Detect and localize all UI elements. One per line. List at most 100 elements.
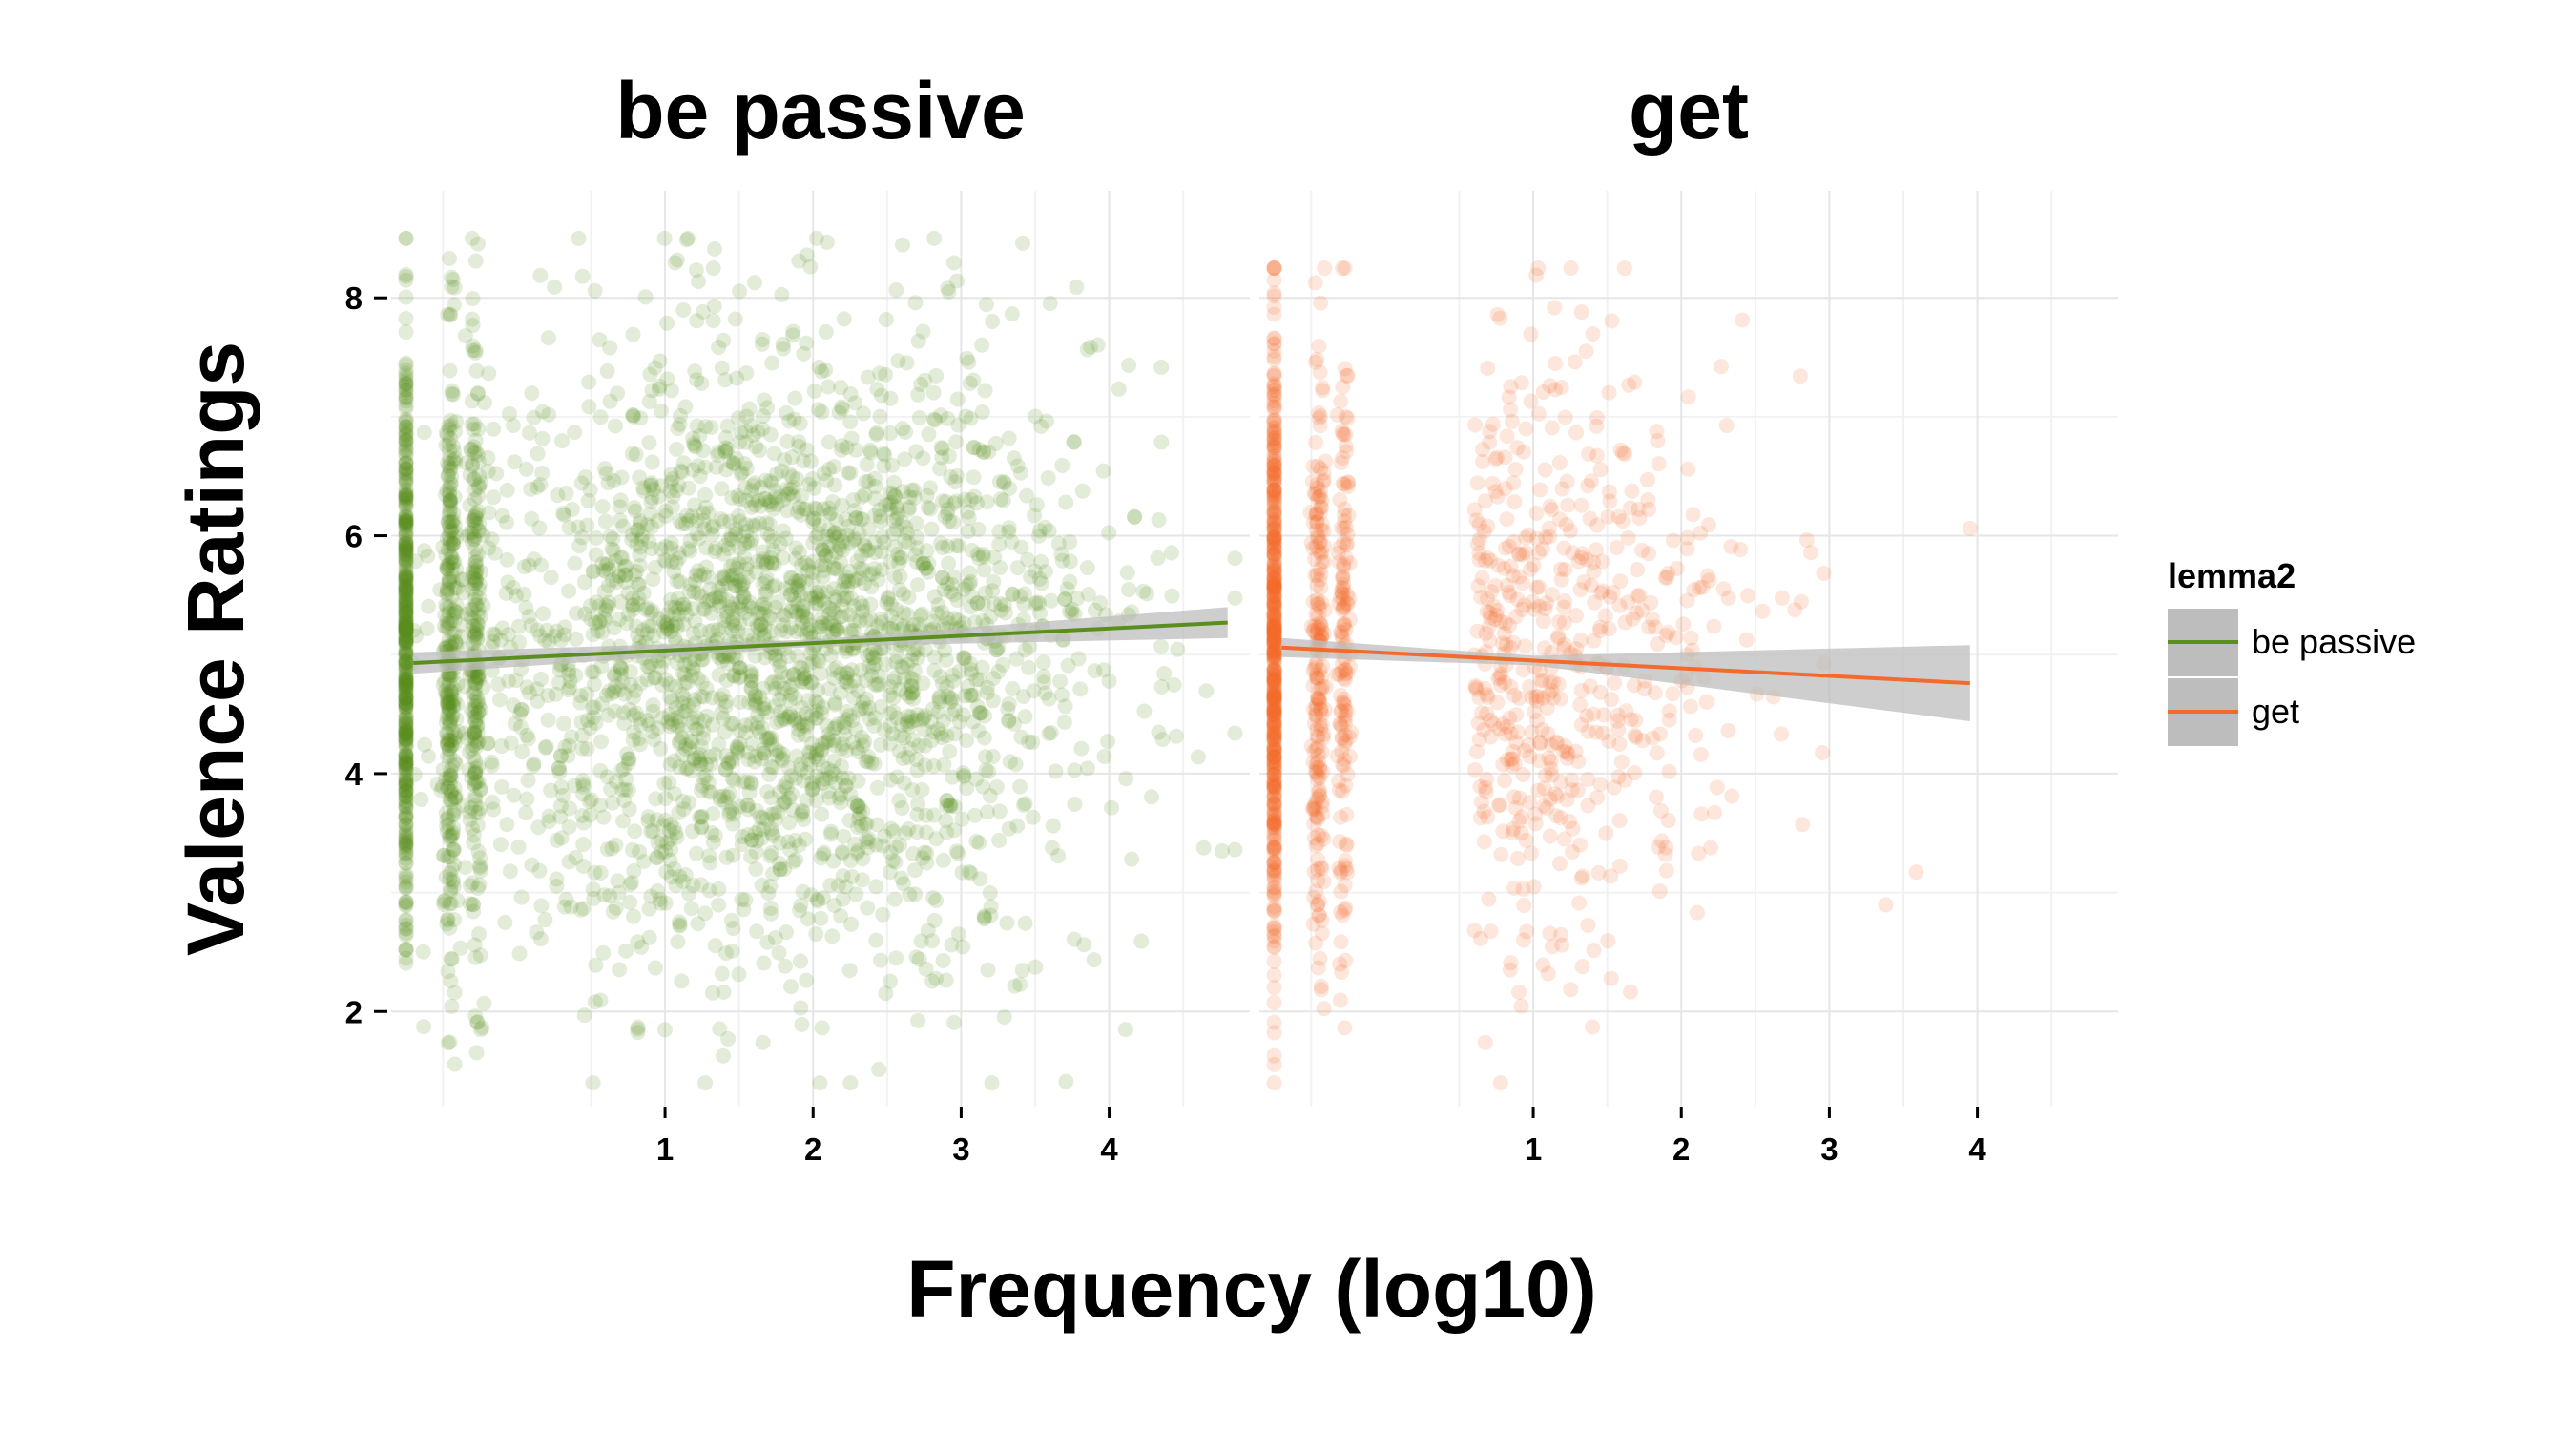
scatter-point: [724, 570, 740, 587]
scatter-point: [902, 689, 918, 705]
scatter-point: [962, 565, 978, 581]
scatter-point: [1168, 728, 1184, 744]
scatter-point: [826, 897, 842, 913]
scatter-point: [804, 513, 821, 529]
scatter-point: [644, 383, 660, 399]
scatter-point: [886, 488, 903, 505]
scatter-point: [843, 916, 860, 932]
scatter-point: [398, 519, 414, 535]
scatter-point: [466, 725, 482, 741]
scatter-point: [1740, 588, 1756, 604]
scatter-point: [725, 816, 741, 832]
scatter-point: [827, 695, 843, 711]
scatter-point: [867, 478, 883, 494]
scatter-point: [762, 426, 779, 443]
scatter-point: [437, 892, 453, 908]
scatter-point: [653, 895, 669, 911]
scatter-point: [398, 512, 414, 529]
scatter-point: [858, 673, 874, 689]
scatter-point: [813, 850, 829, 866]
scatter-point: [682, 654, 698, 671]
scatter-point: [814, 771, 830, 787]
scatter-point: [1571, 895, 1588, 911]
scatter-point: [1332, 590, 1348, 606]
scatter-point: [579, 740, 595, 757]
scatter-point: [928, 831, 945, 847]
scatter-point: [920, 923, 936, 939]
scatter-point: [469, 880, 486, 896]
scatter-point: [398, 545, 414, 561]
scatter-point: [665, 618, 681, 634]
scatter-point: [470, 421, 487, 437]
scatter-point: [465, 458, 481, 474]
scatter-point: [551, 760, 567, 777]
scatter-point: [516, 559, 532, 575]
scatter-point: [916, 721, 932, 737]
scatter-point: [540, 688, 556, 704]
scatter-point: [1556, 599, 1572, 615]
scatter-point: [909, 707, 925, 723]
scatter-point: [764, 555, 780, 571]
scatter-point: [769, 715, 785, 731]
scatter-point: [398, 492, 414, 508]
scatter-point: [663, 383, 679, 399]
scatter-point: [398, 737, 414, 754]
scatter-point: [624, 531, 640, 548]
scatter-point: [398, 583, 414, 599]
scatter-point: [714, 360, 730, 376]
scatter-point: [597, 513, 613, 529]
scatter-point: [913, 933, 929, 949]
scatter-point: [398, 574, 414, 591]
scatter-point: [1586, 706, 1602, 722]
scatter-point: [940, 410, 956, 426]
scatter-point: [691, 273, 707, 289]
scatter-point: [1001, 820, 1017, 837]
scatter-point: [701, 591, 717, 608]
scatter-point: [464, 581, 480, 597]
scatter-point: [442, 513, 458, 529]
scatter-point: [966, 488, 983, 505]
scatter-point: [752, 515, 768, 531]
scatter-point: [1307, 275, 1323, 291]
scatter-point: [398, 673, 414, 689]
scatter-point: [827, 589, 843, 605]
scatter-point: [1630, 588, 1646, 604]
scatter-point: [816, 594, 832, 611]
scatter-point: [821, 522, 837, 538]
scatter-point: [988, 642, 1005, 658]
scatter-point: [1341, 729, 1358, 745]
scatter-point: [755, 553, 771, 570]
scatter-point: [602, 393, 618, 409]
scatter-point: [813, 591, 829, 608]
scatter-point: [794, 488, 810, 505]
scatter-point: [1054, 552, 1070, 569]
scatter-point: [991, 536, 1008, 552]
scatter-point: [795, 804, 811, 820]
scatter-point: [777, 958, 793, 974]
scatter-point: [1528, 579, 1545, 595]
scatter-point: [531, 520, 548, 536]
scatter-point: [398, 603, 414, 619]
scatter-point: [690, 916, 706, 932]
scatter-point: [730, 624, 746, 640]
scatter-point: [753, 616, 769, 633]
scatter-point: [1707, 804, 1723, 820]
scatter-point: [1795, 817, 1811, 833]
scatter-point: [739, 556, 756, 572]
scatter-point: [850, 819, 866, 836]
scatter-point: [510, 839, 527, 855]
scatter-point: [858, 612, 874, 628]
scatter-point: [417, 736, 433, 753]
scatter-point: [1308, 434, 1324, 450]
scatter-point: [852, 560, 868, 576]
scatter-point: [641, 533, 657, 550]
scatter-point: [811, 653, 827, 670]
scatter-point: [734, 891, 750, 907]
scatter-point: [530, 693, 546, 709]
scatter-point: [737, 423, 754, 439]
scatter-point: [1469, 743, 1485, 759]
scatter-point: [1509, 440, 1526, 456]
scatter-point: [1815, 745, 1831, 761]
x-axis-title: Frequency (log10): [906, 1244, 1596, 1334]
scatter-point: [686, 696, 702, 713]
